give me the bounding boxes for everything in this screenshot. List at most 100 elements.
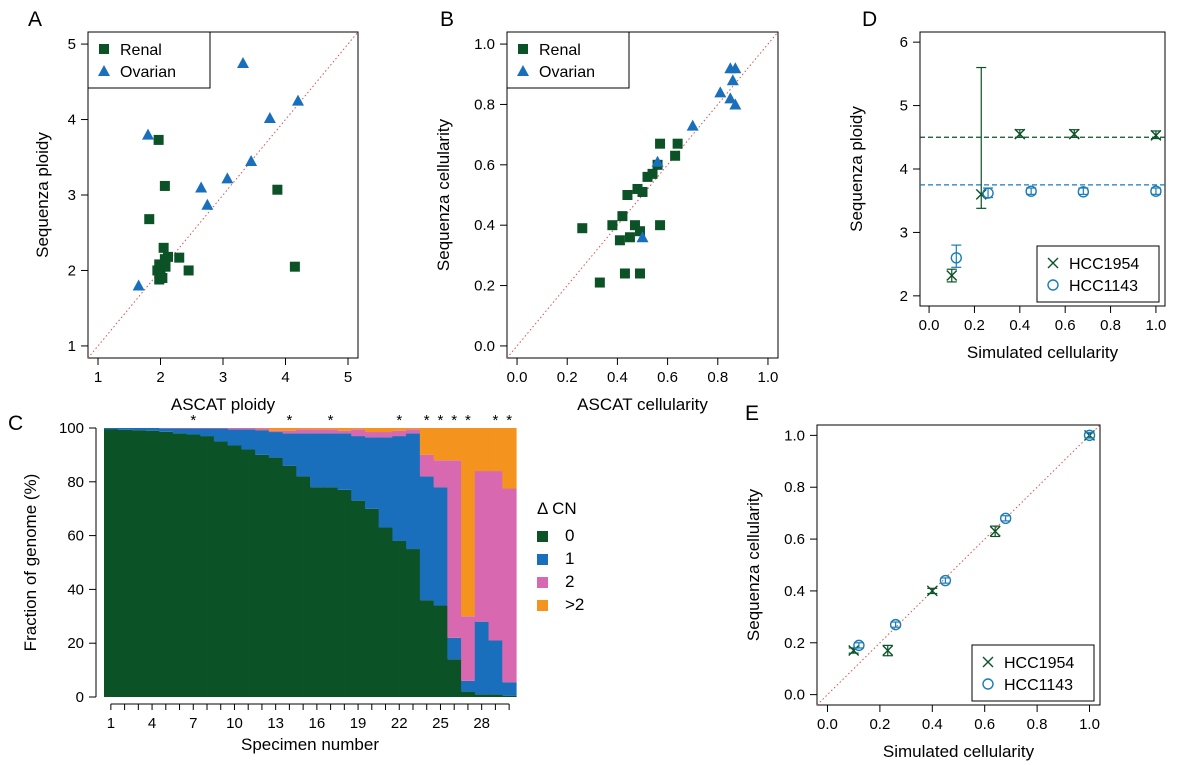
data-point (636, 231, 649, 243)
y-tick-label: 1 (68, 338, 76, 355)
x-tick-label: 0.6 (657, 369, 678, 386)
stack-segment (502, 488, 517, 683)
legend-label: >2 (565, 595, 584, 614)
series-hcc1143 (853, 429, 1096, 652)
stack-segment (419, 454, 435, 477)
stack-segment (488, 694, 503, 697)
stack-segment (227, 428, 242, 430)
legend-box (87, 31, 211, 89)
data-point (882, 645, 894, 657)
y-tick-label: 5 (68, 36, 76, 53)
data-point (729, 98, 742, 110)
x-tick-label: 0.0 (817, 716, 838, 733)
stack-segment (337, 489, 352, 697)
data-point (634, 268, 645, 279)
data-point (622, 190, 633, 200)
stack-segment (364, 437, 380, 509)
stack-segment (241, 428, 256, 430)
stack-segment (255, 428, 270, 431)
stack-segment (158, 428, 174, 432)
data-point (158, 242, 169, 253)
legend-box (971, 644, 1095, 702)
stack-segment (186, 428, 201, 429)
stack-segment (323, 429, 339, 434)
panel-d: D 0.0 0.2 0.4 0.6 0.8 1.0 Simulated cellularity… (847, 8, 1166, 362)
x-tick-label: 28 (473, 715, 490, 732)
data-point (989, 525, 1001, 537)
stack-segment (406, 549, 421, 697)
x-tick-label: 2 (156, 369, 164, 386)
stack-segment (213, 428, 229, 429)
series-renal (144, 134, 300, 285)
data-point (221, 172, 234, 184)
stack-segment (406, 429, 421, 434)
x-tick-label: 0.4 (922, 716, 943, 733)
stack-segment (502, 695, 517, 697)
stack-segment (474, 694, 490, 697)
legend-label: 2 (565, 572, 574, 591)
legend-swatch (517, 65, 529, 76)
x-tick-label: 0.6 (1055, 317, 1076, 334)
stack-segment (268, 428, 284, 431)
data-point (651, 155, 664, 167)
legend-label: HCC1143 (1069, 278, 1138, 295)
stack-segment (433, 605, 448, 697)
series-ovarian (636, 62, 742, 243)
significance-asterisk: * (506, 412, 512, 429)
stack-segment (351, 436, 366, 501)
stack-segment (351, 428, 366, 430)
legend-swatch (1047, 279, 1059, 291)
stack-segment (474, 621, 490, 695)
data-point (619, 268, 630, 279)
data-point (982, 187, 994, 199)
legend-label: 1 (565, 549, 574, 568)
data-point (1068, 128, 1080, 140)
legend-swatch (518, 44, 528, 54)
stack-segment (296, 433, 311, 477)
x-axis-label: ASCAT cellularity (577, 395, 708, 414)
y-tick-label: 3 (900, 224, 908, 241)
stack-segment (323, 428, 339, 430)
data-point (670, 150, 681, 161)
data-point (889, 618, 902, 631)
series-hcc1143 (950, 185, 1162, 268)
y-tick-label: 0.6 (784, 531, 805, 548)
stack-segment (268, 457, 284, 697)
stack-segment (104, 428, 119, 430)
significance-asterisk: * (396, 412, 402, 429)
stack-segment (268, 430, 284, 433)
x-axis-label: Simulated cellularity (883, 742, 1035, 761)
stack-segment (378, 428, 393, 433)
x-tick-label: 4 (281, 369, 289, 386)
data-point (245, 155, 258, 167)
x-tick-label: 0.8 (707, 369, 728, 386)
data-point (163, 251, 173, 262)
stack-segment (213, 428, 229, 442)
significance-asterisk: * (492, 412, 498, 429)
x-tick-label: 1.0 (1079, 716, 1100, 733)
data-point (714, 86, 727, 98)
stack-segment (351, 500, 366, 697)
stack-segment (337, 430, 352, 434)
stack-segment (406, 428, 421, 430)
data-point (729, 62, 742, 74)
panel-b: B 0.0 0.2 0.4 0.6 0.8 1.0 ASCAT cellularity 0.0 0… (434, 8, 779, 414)
stack-segment (213, 441, 229, 697)
stack-segment (364, 508, 380, 697)
data-point (614, 235, 625, 246)
data-point (642, 171, 653, 182)
stack-segment (378, 437, 393, 528)
x-tick-label: 25 (432, 715, 449, 732)
legend-label: Renal (539, 42, 581, 59)
data-point (237, 56, 249, 68)
data-point (686, 119, 699, 131)
y-axis-label: Fraction of genome (%) (21, 474, 40, 652)
x-tick-label: 1 (107, 715, 115, 732)
y-tick-label: 1.0 (474, 36, 495, 53)
x-axis-label: Specimen number (241, 735, 379, 754)
legend-swatch (98, 65, 110, 76)
data-point (157, 273, 168, 284)
y-axis-label: Sequenza cellularity (434, 118, 453, 271)
x-tick-label: 1.0 (1145, 317, 1166, 334)
